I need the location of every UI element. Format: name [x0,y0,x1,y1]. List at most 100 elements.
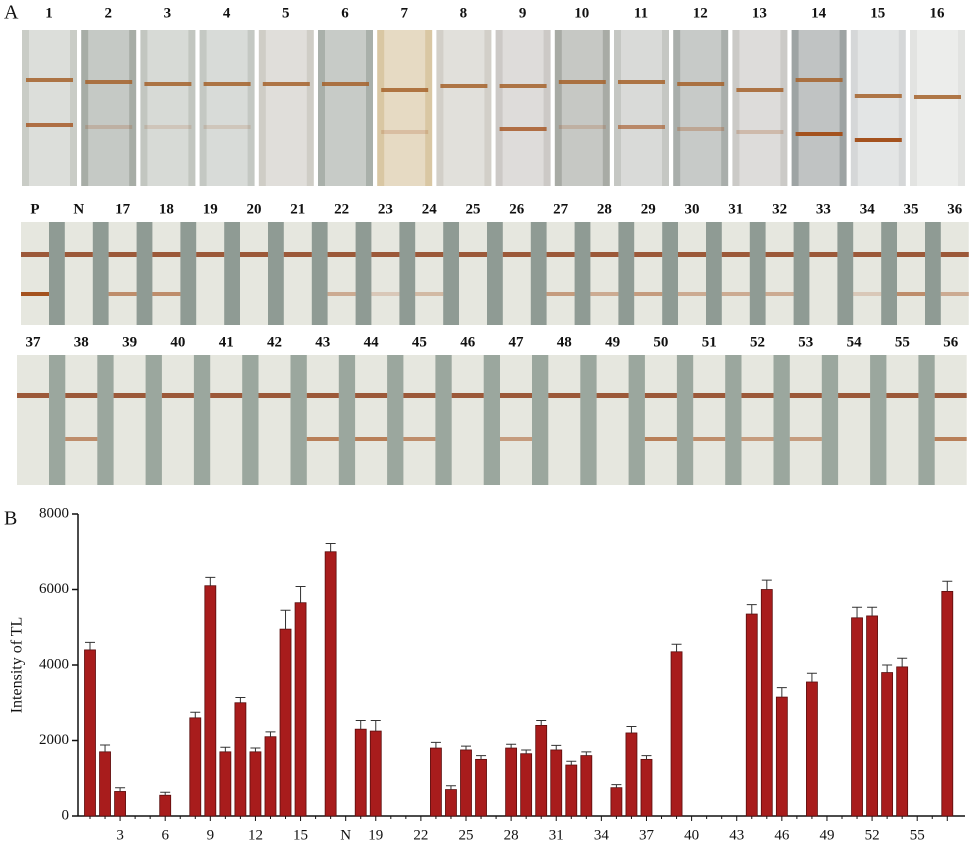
error-bar [611,784,622,788]
strip-label: 3 [164,5,172,21]
strip-label: 26 [509,201,525,217]
control-line [144,82,192,86]
x-tick-label: 28 [504,827,519,843]
x-tick-label: N [340,827,351,843]
control-line [590,252,619,257]
test-line [736,130,784,134]
control-line [693,393,726,398]
test-line [546,292,575,296]
y-tick-label: 0 [62,807,70,823]
error-bar [250,747,261,752]
strip-label: 22 [334,201,349,217]
control-line [283,252,312,257]
strip-frame [910,30,965,186]
strip [940,222,969,325]
strip [210,355,243,485]
strip-label: 34 [860,201,876,217]
strip [355,355,388,485]
control-line [371,252,400,257]
error-bar [325,542,336,552]
error-bar [461,745,471,750]
bar [460,749,472,817]
error-bar [235,696,246,703]
bar [866,615,878,817]
test-line [403,437,436,441]
error-bar [566,760,577,766]
control-line [403,393,436,398]
error-bar [671,643,682,652]
control-line [196,252,225,257]
bar [851,617,863,817]
strip-label: 51 [702,334,717,350]
error-bar [205,576,216,586]
control-line [203,82,251,86]
control-line [21,252,49,257]
control-line [161,393,194,398]
test-line [203,125,251,129]
strip [21,222,49,325]
control-line [322,82,369,86]
strip-label: 6 [341,5,349,21]
strip [809,222,838,325]
strip-label: 24 [422,201,438,217]
strip [857,30,899,186]
bar [369,730,382,817]
y-axis-label: Intensity of TL [9,617,26,714]
strip-label: 40 [170,334,185,350]
test-line [306,437,339,441]
control-line [327,252,356,257]
strip-label: 36 [947,201,963,217]
strip-label: 19 [203,201,218,217]
error-bar [521,749,532,754]
strip [853,222,882,325]
control-line [854,94,902,98]
strip-frame [732,30,788,186]
strip [502,30,544,186]
strip [443,30,485,186]
control-line [113,393,146,398]
strip-label: 12 [693,5,708,21]
bar [550,749,563,817]
strip-label: 5 [282,5,290,21]
test-line [21,292,49,296]
strip-label: 54 [847,334,863,350]
strip [459,222,487,325]
strip-label: 37 [26,334,42,350]
strip-label: 9 [519,5,527,21]
bar [745,613,758,817]
strip [371,222,400,325]
y-tick-label: 6000 [39,581,69,597]
strip-frame [554,30,610,186]
strip-frame [436,30,492,186]
bar [84,649,96,817]
strip-frame [614,30,669,186]
test-line [789,437,822,441]
control-line [64,252,93,257]
strip [838,355,871,485]
x-tick-label: 22 [413,827,428,843]
control-line [741,393,774,398]
control-line [596,393,629,398]
y-tick-label: 8000 [39,505,69,521]
strip-label: 21 [290,201,305,217]
control-line [415,252,444,257]
strip [325,30,366,186]
control-line [677,82,725,86]
strip [678,222,706,325]
error-bar [430,741,441,749]
test-line [381,130,429,134]
control-line [502,252,531,257]
bar [580,755,593,817]
strip-label: 29 [641,201,656,217]
strip-label: 48 [557,334,572,350]
control-line [17,393,49,398]
bar [640,758,653,817]
bar [535,725,548,817]
strip-label: 2 [104,5,112,21]
strip-label: 23 [378,201,393,217]
bar [159,794,172,817]
strip-frame [673,30,729,186]
strip [206,30,248,186]
test-line [765,292,794,296]
strip [161,355,194,485]
